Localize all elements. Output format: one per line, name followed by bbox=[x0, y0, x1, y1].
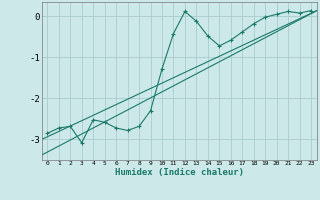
X-axis label: Humidex (Indice chaleur): Humidex (Indice chaleur) bbox=[115, 168, 244, 177]
